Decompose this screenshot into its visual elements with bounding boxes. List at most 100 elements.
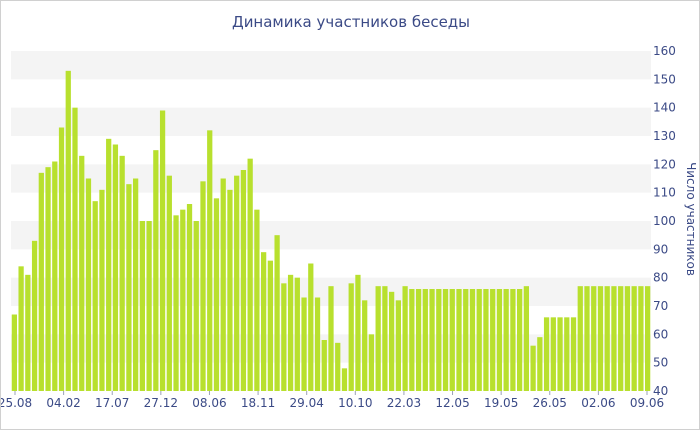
bar bbox=[247, 158, 253, 391]
bar bbox=[476, 289, 482, 391]
bar bbox=[442, 289, 449, 391]
x-tick-label: 08.06 bbox=[192, 396, 226, 410]
bar bbox=[200, 181, 206, 391]
bar bbox=[45, 167, 51, 391]
x-tick-label: 29.04 bbox=[290, 396, 324, 410]
bar bbox=[469, 289, 476, 391]
y-tick-label: 110 bbox=[653, 186, 676, 200]
bar bbox=[294, 277, 300, 391]
x-tick-label: 18.11 bbox=[241, 396, 275, 410]
bar bbox=[261, 252, 267, 391]
bar bbox=[375, 286, 381, 391]
bar bbox=[402, 286, 408, 391]
bar bbox=[234, 175, 240, 391]
bar bbox=[92, 201, 98, 391]
bar bbox=[133, 178, 139, 391]
bar bbox=[173, 215, 179, 391]
bar bbox=[220, 178, 226, 391]
bar bbox=[645, 286, 651, 391]
bar bbox=[638, 286, 644, 391]
bar bbox=[126, 184, 132, 391]
bar bbox=[58, 127, 65, 391]
bar bbox=[483, 289, 489, 391]
grid-band bbox=[11, 107, 651, 136]
bar bbox=[577, 286, 583, 391]
bar bbox=[314, 297, 321, 391]
bar bbox=[429, 289, 435, 391]
bar bbox=[139, 221, 145, 391]
y-tick-label: 100 bbox=[653, 214, 676, 228]
bar bbox=[72, 107, 78, 392]
x-tick-label: 26.05 bbox=[533, 396, 567, 410]
bar bbox=[611, 286, 617, 391]
x-tick-label: 25.08 bbox=[1, 396, 32, 410]
bar bbox=[530, 345, 536, 391]
bar bbox=[490, 289, 496, 391]
bar bbox=[422, 289, 428, 391]
bar bbox=[503, 289, 509, 391]
y-tick-label: 150 bbox=[653, 72, 676, 86]
bar bbox=[146, 221, 152, 391]
y-tick-label: 50 bbox=[653, 356, 668, 370]
bar bbox=[557, 317, 563, 391]
bar bbox=[510, 289, 516, 391]
bar bbox=[449, 289, 455, 391]
bar bbox=[186, 204, 193, 391]
bar bbox=[11, 314, 17, 391]
x-tick-label: 04.02 bbox=[46, 396, 80, 410]
x-tick-label: 10.10 bbox=[338, 396, 372, 410]
bar bbox=[591, 286, 597, 391]
bar bbox=[409, 289, 415, 391]
y-tick-label: 140 bbox=[653, 101, 676, 115]
bars bbox=[11, 70, 651, 392]
bar bbox=[496, 289, 503, 391]
x-tick-label: 22.03 bbox=[387, 396, 421, 410]
bar bbox=[597, 286, 604, 391]
y-tick-label: 120 bbox=[653, 157, 676, 171]
y-tick-label: 70 bbox=[653, 299, 668, 313]
bar bbox=[106, 138, 112, 391]
bar bbox=[274, 235, 280, 391]
bar bbox=[287, 274, 294, 391]
bar bbox=[463, 289, 469, 391]
bar bbox=[348, 283, 354, 391]
bar bbox=[368, 334, 375, 391]
bar bbox=[79, 155, 85, 391]
bar bbox=[328, 286, 334, 391]
bar bbox=[180, 209, 186, 391]
bar bbox=[395, 300, 401, 391]
bar bbox=[335, 342, 341, 391]
bar bbox=[99, 189, 105, 391]
bar bbox=[213, 198, 220, 391]
y-tick-label: 60 bbox=[653, 327, 668, 341]
bar bbox=[153, 150, 159, 391]
bar bbox=[193, 221, 199, 391]
bar bbox=[321, 340, 327, 391]
bar bbox=[624, 286, 631, 391]
bar bbox=[52, 161, 58, 391]
bar bbox=[166, 175, 172, 391]
bar bbox=[362, 300, 368, 391]
x-tick-label: 02.06 bbox=[581, 396, 615, 410]
bar bbox=[341, 368, 348, 391]
bar bbox=[254, 209, 260, 391]
bar bbox=[112, 144, 119, 391]
bar bbox=[119, 155, 125, 391]
x-tick-label: 27.12 bbox=[144, 396, 178, 410]
bar bbox=[159, 110, 166, 391]
y-tick-label: 90 bbox=[653, 242, 668, 256]
y-axis-label: Число участников bbox=[684, 162, 698, 276]
bar bbox=[550, 317, 556, 391]
bar bbox=[564, 317, 570, 391]
bar bbox=[436, 289, 442, 391]
bar bbox=[584, 286, 590, 391]
y-tick-label: 160 bbox=[653, 44, 676, 58]
bar bbox=[240, 170, 247, 391]
bar bbox=[207, 130, 213, 392]
bar bbox=[301, 297, 307, 391]
bar bbox=[523, 286, 529, 391]
x-tick-label: 12.05 bbox=[435, 396, 469, 410]
x-axis-ticks: 25.08 04.02 17.07 27.12 08.06 18.11 29.04 10.10… bbox=[1, 391, 664, 410]
bar bbox=[537, 337, 543, 391]
